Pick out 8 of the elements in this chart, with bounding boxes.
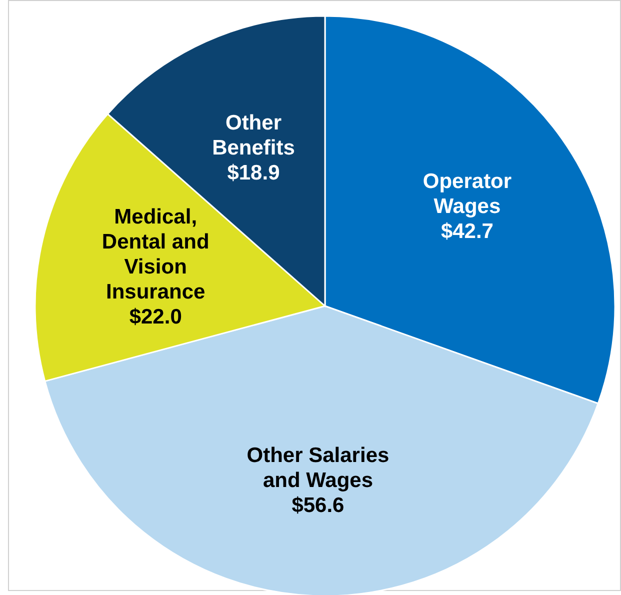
slice-label: Medical, Dental and Vision Insurance <box>102 206 210 304</box>
data-label: $18.9 <box>227 162 280 185</box>
slice-label: Other Benefits <box>212 112 295 160</box>
data-label: $22.0 <box>129 306 182 329</box>
slice-label: Operator Wages <box>422 170 512 218</box>
data-label: $56.6 <box>292 494 344 518</box>
slice-label: Other Salaries and Wages <box>246 444 390 492</box>
data-label: $42.7 <box>440 220 494 244</box>
